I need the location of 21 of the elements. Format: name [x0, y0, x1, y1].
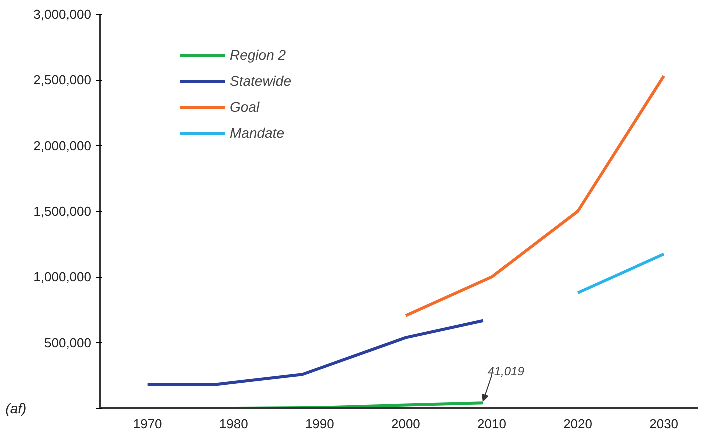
y-tick-label: 2,000,000 [34, 138, 92, 154]
x-tick-label: 2020 [564, 416, 592, 432]
legend-label: Goal [230, 99, 260, 115]
y-tick-label: 2,500,000 [34, 72, 92, 88]
line-series [404, 74, 666, 318]
annotation: 41,019 [488, 364, 525, 379]
x-tick-label: 2000 [391, 416, 420, 432]
legend-label: Region 2 [230, 47, 286, 63]
line-series [146, 319, 485, 386]
x-tick-label: 2030 [650, 416, 679, 432]
y-tick-label: 500,000 [44, 335, 92, 350]
y-axis-title: (af) [6, 400, 27, 416]
x-tick-label: 2010 [478, 416, 506, 432]
legend-label: Mandate [230, 125, 284, 141]
x-tick-label: 1990 [305, 416, 334, 432]
x-tick-label: 1970 [133, 416, 162, 432]
y-tick-label: 1,000,000 [34, 270, 92, 285]
y-tick-label: 3,000,000 [34, 7, 92, 22]
x-tick-label: 1980 [219, 416, 248, 432]
y-tick-label: 1,500,000 [34, 204, 92, 219]
legend-label: Statewide [230, 73, 292, 89]
